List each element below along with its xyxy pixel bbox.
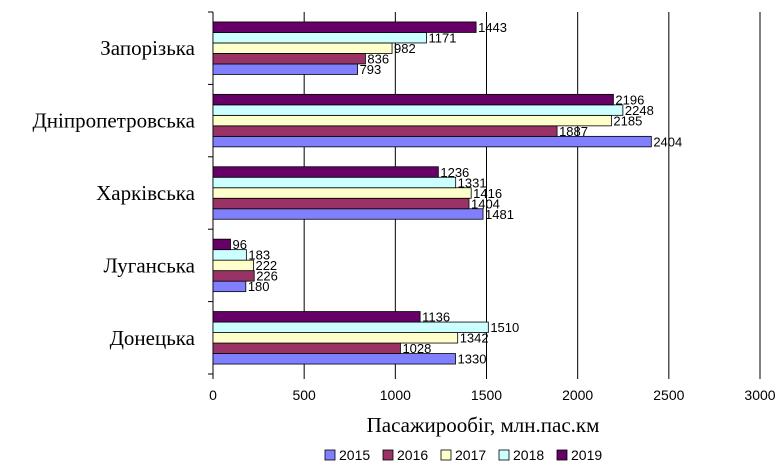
data-label: 793	[360, 62, 382, 77]
legend-swatch	[324, 449, 336, 461]
legend-label: 2018	[513, 447, 544, 463]
category-label: Дніпропетровська	[32, 109, 195, 133]
data-label: 1342	[460, 331, 489, 346]
data-label: 2404	[653, 134, 682, 149]
bar	[212, 187, 472, 199]
legend-swatch	[382, 449, 394, 461]
data-label: 1404	[471, 196, 500, 211]
legend-label: 2017	[455, 447, 486, 463]
data-label: 982	[394, 41, 416, 56]
data-label: 180	[248, 279, 270, 294]
data-label: 1443	[478, 20, 507, 35]
x-tick-label: 1000	[380, 387, 411, 403]
data-label: 1887	[559, 124, 588, 139]
bar	[212, 125, 558, 137]
legend-swatch	[556, 449, 568, 461]
category-label: Луганська	[104, 253, 196, 277]
bar	[212, 342, 401, 354]
legend-label: 2016	[397, 447, 428, 463]
bar	[212, 32, 427, 44]
data-label: 1331	[458, 175, 487, 190]
bar	[212, 197, 470, 210]
bar	[212, 270, 255, 282]
x-tick-label: 3000	[744, 387, 775, 403]
data-label: 96	[233, 237, 247, 252]
bar	[212, 21, 477, 33]
x-tick-label: 1500	[471, 387, 502, 403]
category-label: Донецька	[110, 326, 196, 350]
category-label: Запорізька	[100, 36, 195, 60]
bar	[212, 176, 457, 189]
data-label: 2196	[615, 92, 644, 107]
data-label: 1330	[458, 352, 487, 367]
legend-label: 2015	[339, 447, 370, 463]
data-label: 222	[255, 258, 277, 273]
bar	[212, 280, 247, 293]
bar	[212, 166, 439, 178]
x-tick-label: 0	[209, 387, 217, 403]
bar	[212, 332, 459, 344]
data-label: 1416	[473, 186, 502, 201]
bar	[212, 53, 366, 65]
data-label: 226	[256, 269, 278, 284]
bar	[212, 114, 612, 127]
data-label: 1136	[422, 310, 450, 325]
data-label: 1171	[429, 30, 457, 45]
data-label: 1510	[490, 320, 519, 335]
x-tick-label: 2000	[562, 387, 593, 403]
x-tick-label: 2500	[653, 387, 684, 403]
x-tick-label: 500	[292, 387, 316, 403]
data-label: 1028	[402, 341, 431, 356]
data-label: 2185	[613, 113, 642, 128]
data-label: 1236	[440, 165, 469, 180]
bar	[212, 208, 484, 220]
legend-swatch	[498, 449, 510, 461]
x-axis-label: Пасажирообіг, млн.пас.км	[367, 413, 600, 437]
legend-swatch	[440, 449, 452, 461]
bar	[212, 93, 614, 106]
bar	[212, 42, 393, 54]
category-label: Харківська	[96, 181, 196, 205]
bar	[212, 238, 231, 251]
data-label: 2248	[625, 103, 654, 118]
data-label: 1481	[485, 207, 514, 222]
legend-label: 2019	[571, 447, 602, 463]
bar	[212, 104, 624, 116]
bar	[212, 63, 358, 75]
data-label: 183	[248, 248, 270, 263]
bar	[212, 311, 421, 323]
data-label: 836	[367, 51, 389, 66]
